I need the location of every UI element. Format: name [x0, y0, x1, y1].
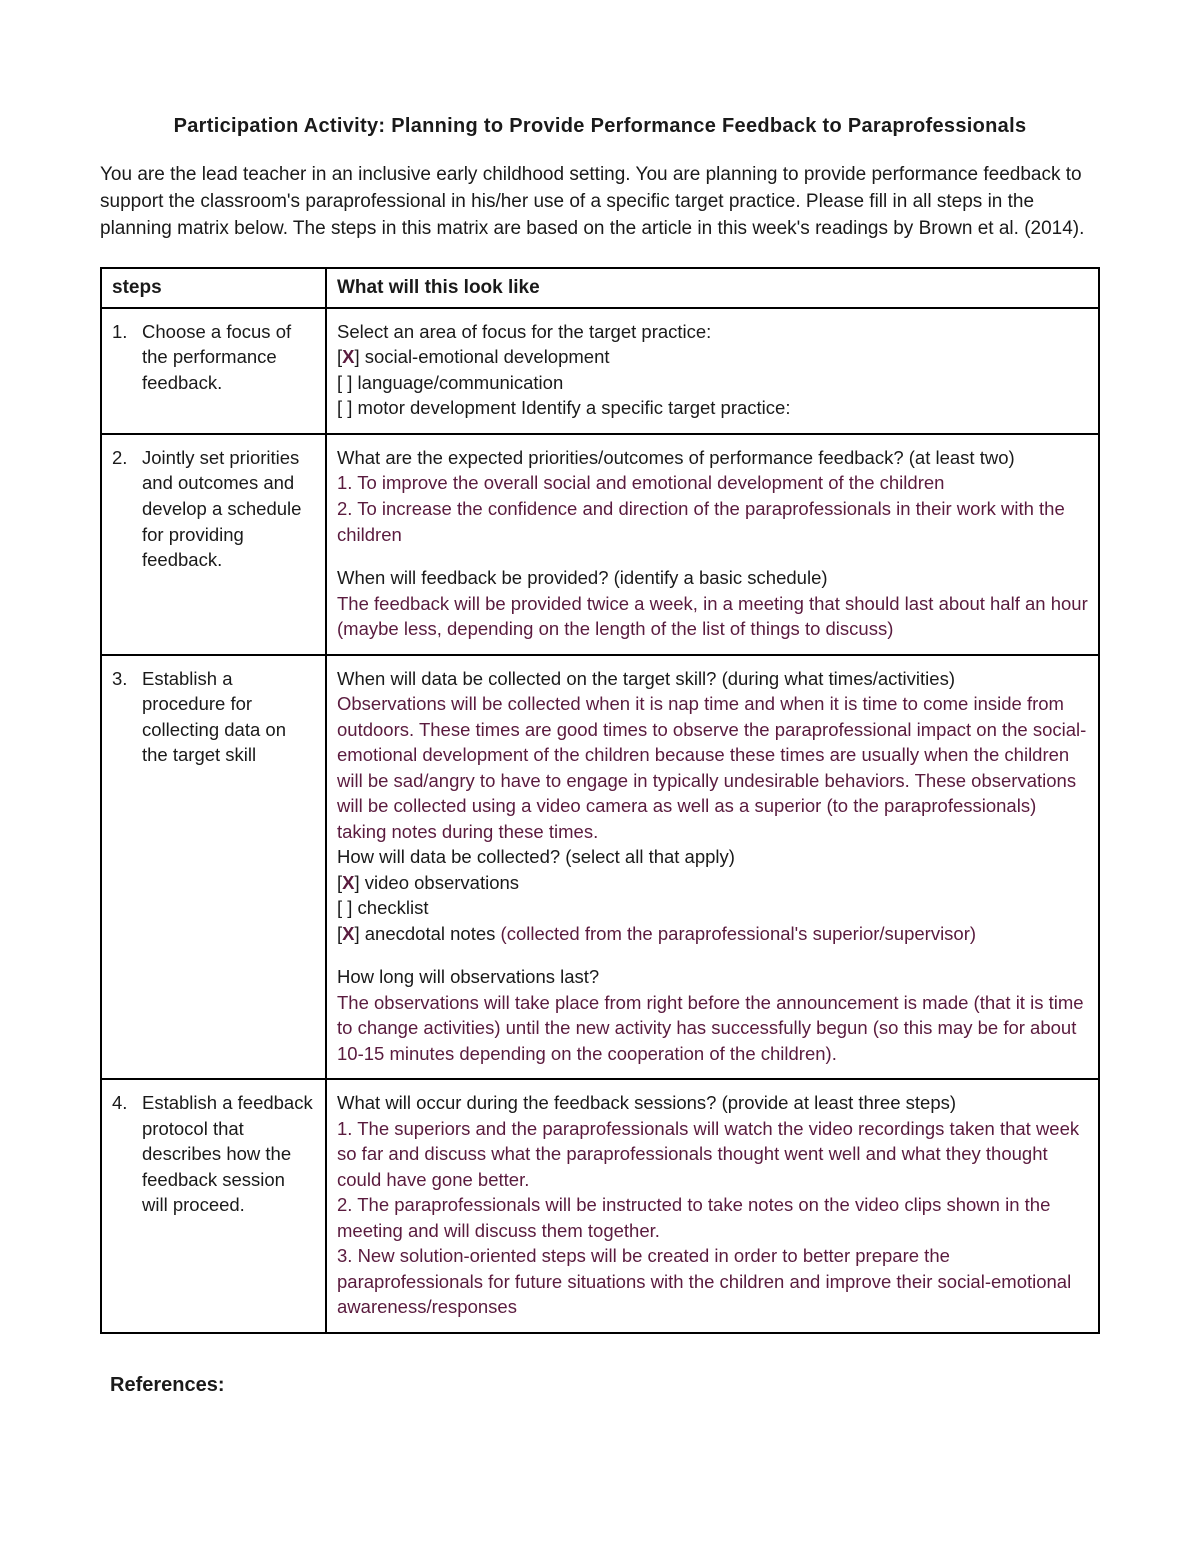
- step-cell: 1. Choose a focus of the performance fee…: [101, 308, 326, 434]
- question-text: How long will observations last?: [337, 964, 1088, 990]
- answer-text: 3. New solution-oriented steps will be c…: [337, 1243, 1088, 1320]
- step-number: 1.: [112, 319, 138, 396]
- intro-paragraph: You are the lead teacher in an inclusive…: [100, 162, 1100, 243]
- step-text: Choose a focus of the performance feedba…: [138, 319, 315, 396]
- table-row: 4. Establish a feedback protocol that de…: [101, 1079, 1099, 1333]
- checkbox-mark: X: [342, 346, 354, 367]
- answer-text: (collected from the paraprofessional's s…: [501, 923, 977, 944]
- question-text: What will occur during the feedback sess…: [337, 1090, 1088, 1116]
- col-header-steps: steps: [101, 268, 326, 308]
- checkbox-mark: X: [342, 872, 354, 893]
- step-text: Establish a feedback protocol that descr…: [138, 1090, 315, 1218]
- table-row: 1. Choose a focus of the performance fee…: [101, 308, 1099, 434]
- table-row: 3. Establish a procedure for collecting …: [101, 655, 1099, 1080]
- page-title: Participation Activity: Planning to Prov…: [100, 115, 1100, 138]
- checkbox-line: [ ] motor development Identify a specifi…: [337, 395, 1088, 421]
- references-heading: References:: [110, 1374, 1100, 1397]
- table-row: 2. Jointly set priorities and outcomes a…: [101, 434, 1099, 655]
- checkbox-line: [ ] checklist: [337, 895, 1088, 921]
- step-cell: 3. Establish a procedure for collecting …: [101, 655, 326, 1080]
- step-text: Establish a procedure for collecting dat…: [138, 666, 315, 768]
- answer-text: 2. To increase the confidence and direct…: [337, 496, 1088, 547]
- step-number: 4.: [112, 1090, 138, 1218]
- prompt-text: Select an area of focus for the target p…: [337, 319, 1088, 345]
- detail-cell: What are the expected priorities/outcome…: [326, 434, 1099, 655]
- step-number: 2.: [112, 445, 138, 573]
- planning-matrix-table: steps What will this look like 1. Choose…: [100, 267, 1100, 1334]
- detail-cell: Select an area of focus for the target p…: [326, 308, 1099, 434]
- question-text: When will data be collected on the targe…: [337, 666, 1088, 692]
- document-page: Participation Activity: Planning to Prov…: [0, 0, 1200, 1553]
- checkbox-line: [X] anecdotal notes (collected from the …: [337, 921, 1088, 947]
- step-cell: 4. Establish a feedback protocol that de…: [101, 1079, 326, 1333]
- checkbox-line: [X] video observations: [337, 870, 1088, 896]
- step-text: Jointly set priorities and outcomes and …: [138, 445, 315, 573]
- detail-cell: What will occur during the feedback sess…: [326, 1079, 1099, 1333]
- answer-text: 2. The paraprofessionals will be instruc…: [337, 1192, 1088, 1243]
- answer-text: The feedback will be provided twice a we…: [337, 591, 1088, 642]
- answer-text: 1. The superiors and the paraprofessiona…: [337, 1116, 1088, 1193]
- answer-text: Observations will be collected when it i…: [337, 691, 1088, 844]
- col-header-detail: What will this look like: [326, 268, 1099, 308]
- answer-text: The observations will take place from ri…: [337, 990, 1088, 1067]
- checkbox-mark: X: [342, 923, 354, 944]
- answer-text: 1. To improve the overall social and emo…: [337, 470, 1088, 496]
- checkbox-line: [ ] language/communication: [337, 370, 1088, 396]
- table-header-row: steps What will this look like: [101, 268, 1099, 308]
- step-number: 3.: [112, 666, 138, 768]
- step-cell: 2. Jointly set priorities and outcomes a…: [101, 434, 326, 655]
- question-text: What are the expected priorities/outcome…: [337, 445, 1088, 471]
- question-text: How will data be collected? (select all …: [337, 844, 1088, 870]
- checkbox-line: [X] social-emotional development: [337, 344, 1088, 370]
- detail-cell: When will data be collected on the targe…: [326, 655, 1099, 1080]
- question-text: When will feedback be provided? (identif…: [337, 565, 1088, 591]
